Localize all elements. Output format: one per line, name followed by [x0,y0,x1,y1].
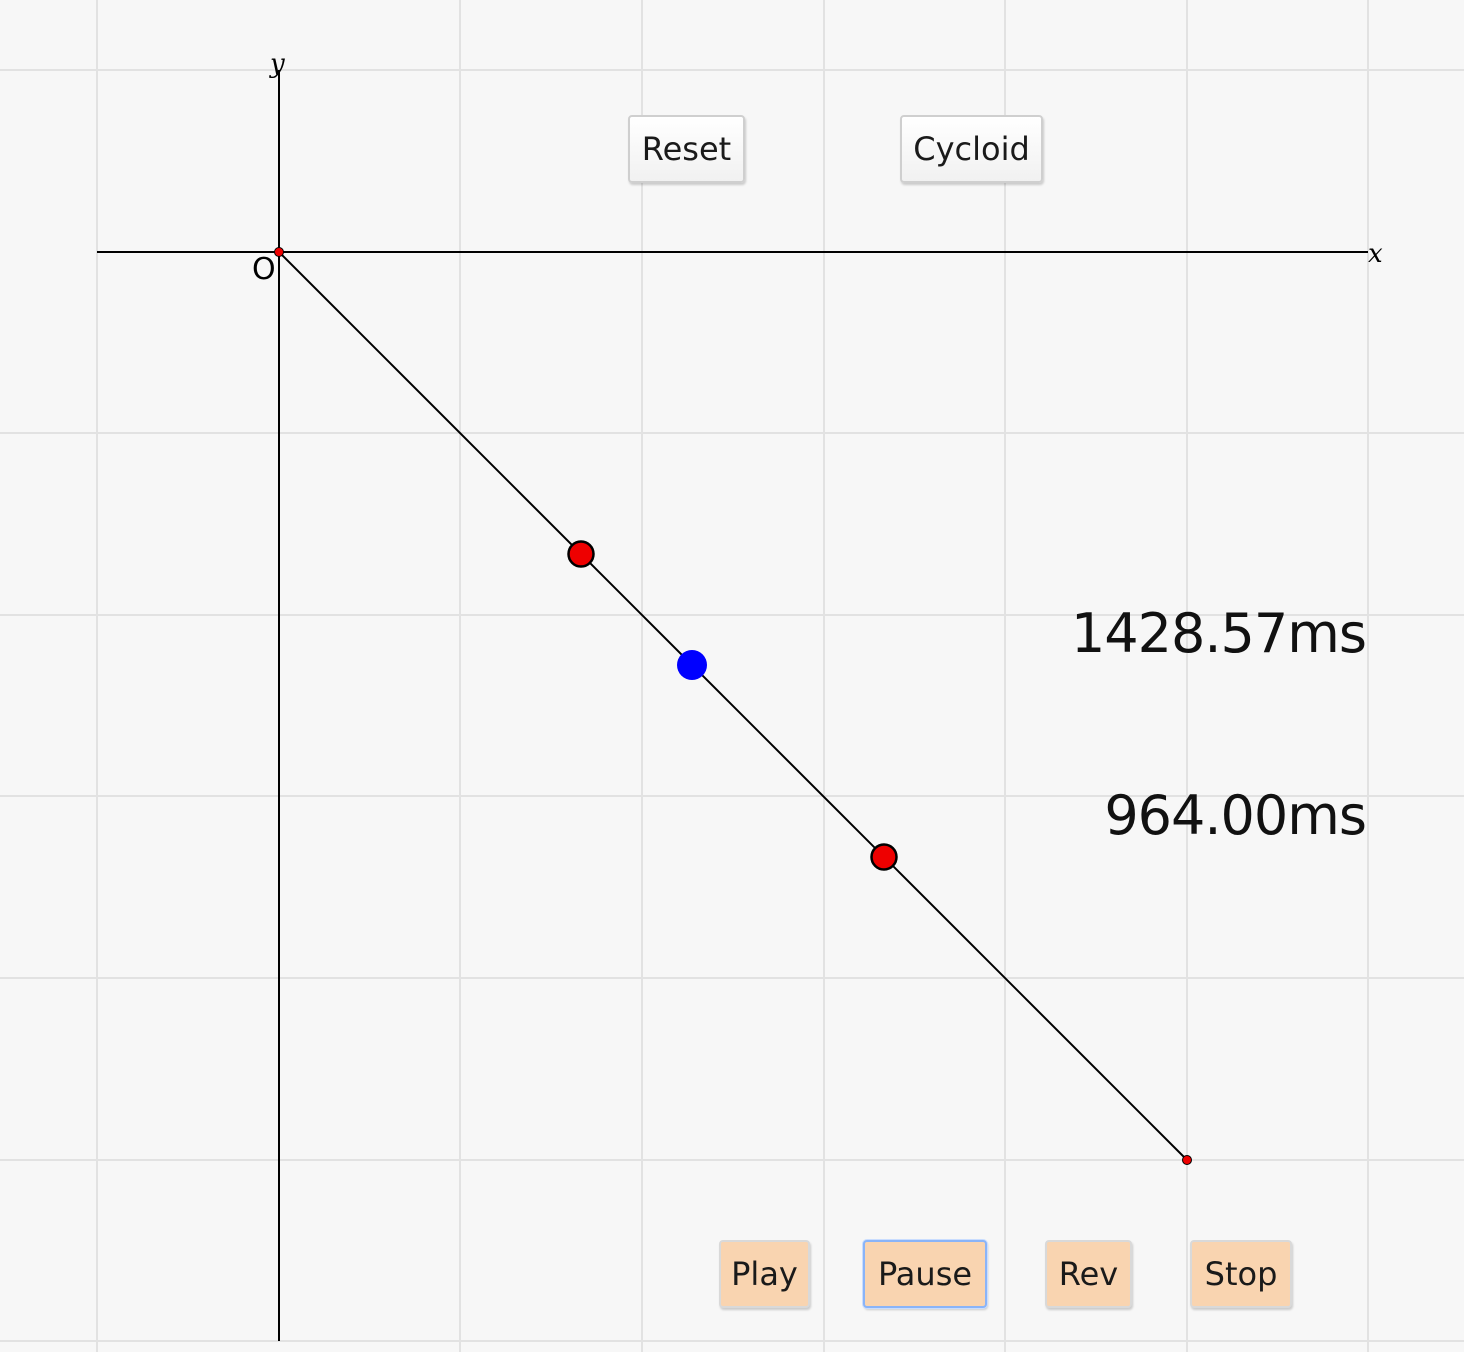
control-point-1[interactable] [567,540,595,568]
rolling-ball [677,650,707,680]
y-axis-label: y [269,49,285,79]
cycloid-button[interactable]: Cycloid [900,115,1043,183]
rev-button[interactable]: Rev [1045,1240,1132,1308]
pause-button[interactable]: Pause [863,1240,987,1308]
start-point[interactable] [274,247,284,257]
control-point-2[interactable] [870,843,898,871]
straight-path-line [278,251,1188,1161]
stop-button[interactable]: Stop [1190,1240,1292,1308]
play-button[interactable]: Play [719,1240,810,1308]
time-readout-1: 1428.57ms [1070,602,1367,665]
reset-button[interactable]: Reset [628,115,745,183]
time-readout-2: 964.00ms [1104,784,1367,847]
end-point[interactable] [1182,1155,1192,1165]
x-axis-label: x [1368,239,1383,269]
origin-label: O [252,252,276,287]
